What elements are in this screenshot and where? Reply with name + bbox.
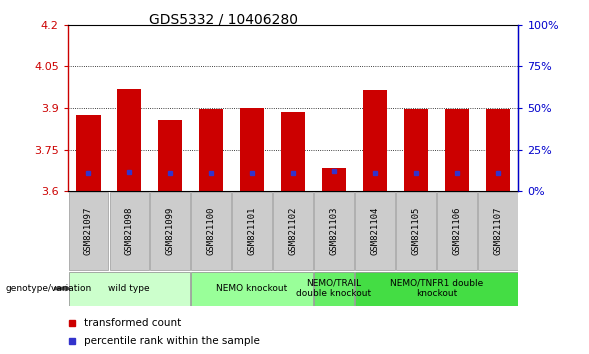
Text: wild type: wild type <box>108 284 150 293</box>
Bar <box>199 109 223 191</box>
Bar <box>485 109 510 191</box>
Bar <box>191 272 313 306</box>
Bar <box>150 192 190 270</box>
Bar <box>240 108 264 191</box>
Bar <box>437 192 477 270</box>
Bar <box>191 192 231 270</box>
Bar <box>403 109 428 191</box>
Text: GSM821097: GSM821097 <box>84 207 92 255</box>
Bar <box>273 192 313 270</box>
Bar <box>233 192 272 270</box>
Text: transformed count: transformed count <box>84 318 181 328</box>
Text: NEMO/TNFR1 double
knockout: NEMO/TNFR1 double knockout <box>390 279 483 298</box>
Text: GSM821106: GSM821106 <box>452 207 461 255</box>
Bar <box>478 192 518 270</box>
Bar <box>445 109 469 191</box>
Text: GSM821104: GSM821104 <box>370 207 379 255</box>
Text: genotype/variation: genotype/variation <box>6 284 92 293</box>
Text: percentile rank within the sample: percentile rank within the sample <box>84 336 259 346</box>
Text: GSM821099: GSM821099 <box>166 207 175 255</box>
Bar <box>315 192 353 270</box>
Text: GSM821105: GSM821105 <box>411 207 421 255</box>
Bar <box>322 167 346 191</box>
Text: GSM821098: GSM821098 <box>125 207 134 255</box>
Bar <box>68 272 190 306</box>
Bar <box>315 272 353 306</box>
Text: GSM821101: GSM821101 <box>247 207 257 255</box>
Bar <box>68 192 108 270</box>
Text: GSM821103: GSM821103 <box>329 207 339 255</box>
Text: NEMO knockout: NEMO knockout <box>216 284 287 293</box>
Bar <box>117 88 141 191</box>
Bar <box>363 90 387 191</box>
Bar <box>396 192 436 270</box>
Bar <box>281 112 305 191</box>
Bar <box>76 115 101 191</box>
Bar <box>158 120 183 191</box>
Text: GSM821107: GSM821107 <box>494 207 502 255</box>
Text: NEMO/TRAIL
double knockout: NEMO/TRAIL double knockout <box>296 279 372 298</box>
Text: GSM821100: GSM821100 <box>207 207 216 255</box>
Text: GDS5332 / 10406280: GDS5332 / 10406280 <box>150 12 298 27</box>
Bar <box>355 272 518 306</box>
Bar <box>110 192 149 270</box>
Text: GSM821102: GSM821102 <box>289 207 297 255</box>
Bar <box>355 192 395 270</box>
